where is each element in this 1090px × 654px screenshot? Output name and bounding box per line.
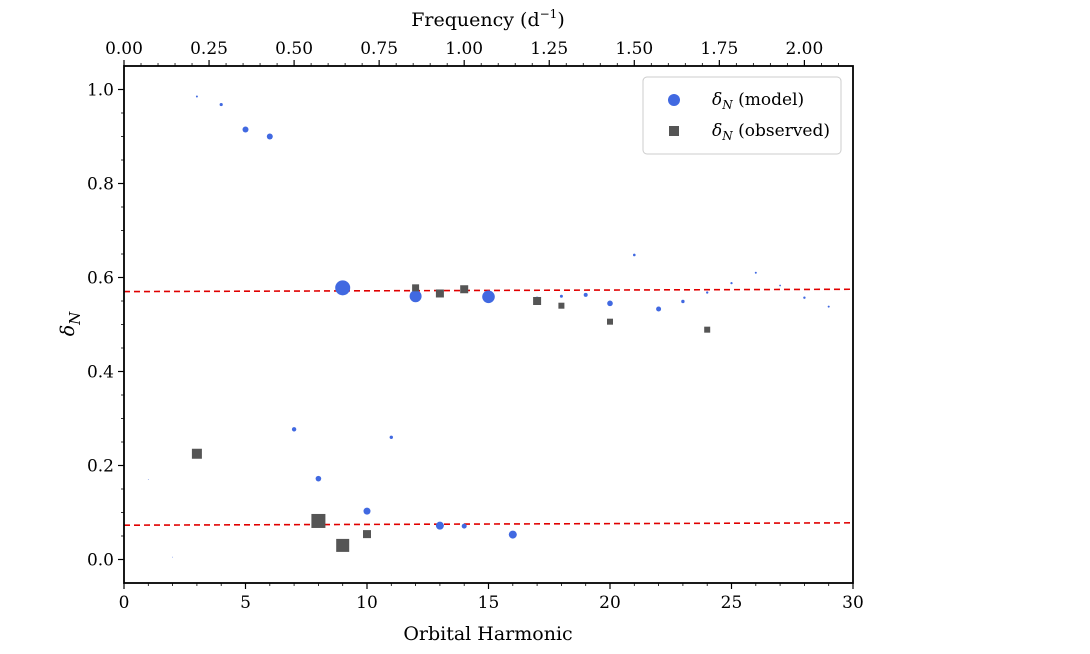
model-point	[195, 95, 198, 98]
model-point	[389, 435, 393, 439]
observed-point	[363, 530, 371, 539]
observed-point	[311, 513, 326, 528]
reference-line	[123, 288, 854, 293]
model-point	[363, 507, 371, 515]
observed-point	[704, 326, 711, 333]
model-point	[266, 133, 273, 140]
y-tick-label: 0.0	[87, 551, 114, 571]
y-tick-label: 0.2	[87, 457, 114, 477]
model-point	[633, 253, 636, 257]
model-point	[827, 305, 830, 308]
top-tick-label: 1.50	[615, 39, 653, 59]
observed-point	[435, 289, 444, 298]
model-point	[779, 284, 781, 287]
model-point	[219, 102, 223, 107]
y-tick-label: 1.0	[87, 81, 114, 101]
observed-point	[460, 285, 469, 294]
model-point	[508, 530, 517, 539]
y-tick-label: 0.4	[87, 363, 114, 383]
model-point	[559, 294, 563, 298]
model-point	[482, 290, 495, 304]
legend: δN (model) δN (observed)	[642, 76, 842, 155]
top-tick-label: 1.75	[700, 39, 738, 59]
legend-model-label: δN (model)	[712, 90, 804, 112]
model-point	[315, 475, 322, 482]
model-point	[147, 479, 149, 480]
model-point	[172, 556, 174, 558]
observed-point	[607, 318, 613, 325]
model-point	[461, 523, 467, 529]
top-tick-label: 0.75	[360, 39, 398, 59]
y-axis-label: δN	[57, 311, 84, 336]
model-point	[242, 126, 249, 133]
reference-lines	[123, 288, 854, 526]
model-point	[681, 299, 685, 304]
x-tick-label: 15	[478, 593, 500, 613]
model-point	[583, 292, 588, 297]
legend-observed-marker	[669, 126, 679, 136]
model-point	[706, 291, 709, 294]
model-point	[803, 296, 806, 299]
model-point	[607, 300, 613, 307]
top-x-axis-label: Frequency (d−1)	[411, 7, 565, 31]
x-tick-label: 25	[721, 593, 743, 613]
observed-point	[412, 284, 420, 292]
data-points	[147, 95, 830, 558]
x-tick-label: 5	[240, 593, 251, 613]
model-point	[291, 427, 297, 432]
top-tick-label: 2.00	[785, 39, 823, 59]
top-tick-label: 0.00	[105, 39, 143, 59]
model-point	[730, 282, 733, 285]
x-axis-label: Orbital Harmonic	[403, 623, 572, 645]
model-point	[656, 306, 662, 312]
observed-point	[533, 297, 542, 305]
legend-observed-label: δN (observed)	[712, 121, 830, 143]
y-tick-label: 0.8	[87, 175, 114, 195]
model-point	[409, 290, 422, 303]
top-tick-label: 0.25	[190, 39, 228, 59]
reference-line	[123, 522, 854, 526]
observed-point	[191, 448, 202, 459]
x-tick-label: 0	[119, 593, 130, 613]
x-tick-label: 20	[599, 593, 621, 613]
legend-model-marker	[668, 94, 680, 106]
model-point	[335, 280, 351, 296]
y-tick-label: 0.6	[87, 269, 114, 289]
legend-box	[642, 76, 842, 155]
observed-point	[336, 538, 350, 552]
top-tick-label: 1.00	[445, 39, 483, 59]
axis-ticks: 0 5 10 15 20 25 30 0.0 0.2 0.4 0.6 0.8 1.0 0.00 0.25 0.…	[87, 39, 864, 613]
top-tick-label: 0.50	[275, 39, 313, 59]
model-point	[435, 521, 444, 530]
model-point	[754, 271, 757, 274]
observed-point	[558, 302, 565, 309]
x-tick-label: 30	[842, 593, 864, 613]
top-tick-label: 1.25	[530, 39, 568, 59]
x-tick-label: 10	[356, 593, 378, 613]
